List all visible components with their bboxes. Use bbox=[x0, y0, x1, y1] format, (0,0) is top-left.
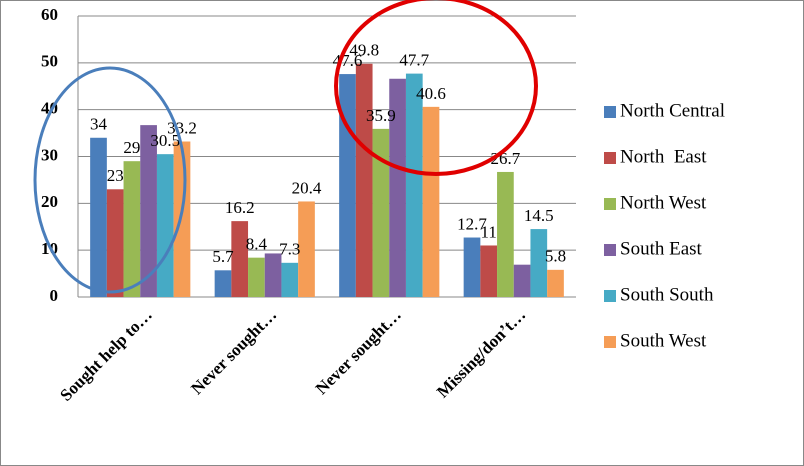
bar bbox=[355, 63, 373, 297]
bar bbox=[248, 257, 265, 297]
data-label: 5.7 bbox=[212, 247, 234, 266]
legend-swatch bbox=[604, 290, 616, 302]
data-label: 16.2 bbox=[225, 198, 255, 217]
y-tick-label: 0 bbox=[50, 286, 59, 305]
legend-label: North Central bbox=[620, 100, 725, 121]
y-tick-label: 20 bbox=[41, 192, 58, 211]
bar bbox=[264, 253, 282, 297]
data-label: 5.8 bbox=[545, 247, 566, 266]
legend-label: North East bbox=[620, 146, 707, 167]
data-label: 12.7 bbox=[457, 214, 487, 233]
bar bbox=[513, 264, 531, 297]
red-circle bbox=[334, 0, 538, 176]
x-tick-label: Missing/don’t… bbox=[433, 305, 529, 401]
legend-swatch bbox=[604, 152, 616, 164]
bar bbox=[214, 270, 232, 297]
bar bbox=[463, 237, 481, 297]
legend-swatch bbox=[604, 336, 616, 348]
data-label: 11 bbox=[481, 222, 497, 241]
bar bbox=[405, 73, 423, 297]
data-label: 7.3 bbox=[279, 240, 300, 259]
legend-swatch bbox=[604, 244, 616, 256]
legend-label: South South bbox=[620, 284, 714, 305]
legend-label: North West bbox=[620, 192, 707, 213]
bar bbox=[106, 189, 124, 297]
bar bbox=[281, 262, 299, 297]
data-label: 49.8 bbox=[349, 41, 379, 60]
legend-label: South West bbox=[620, 330, 707, 351]
legend-swatch bbox=[604, 106, 616, 118]
y-tick-label: 60 bbox=[41, 5, 58, 24]
bar bbox=[339, 74, 356, 297]
data-label: 14.5 bbox=[524, 206, 554, 225]
data-label: 34 bbox=[90, 115, 108, 134]
data-label: 29 bbox=[123, 138, 140, 157]
data-label: 33.2 bbox=[167, 118, 197, 137]
data-label: 8.4 bbox=[246, 235, 268, 254]
bar bbox=[90, 137, 107, 297]
legend-label: South East bbox=[620, 238, 703, 259]
bar bbox=[156, 154, 174, 297]
bar bbox=[173, 141, 191, 297]
data-label: 23 bbox=[107, 166, 124, 185]
bar bbox=[372, 128, 390, 297]
x-tick-label: Never sought… bbox=[187, 305, 280, 398]
y-tick-label: 50 bbox=[41, 52, 58, 71]
data-label: 40.6 bbox=[416, 84, 446, 103]
bar bbox=[140, 125, 157, 297]
legend-swatch bbox=[604, 198, 616, 210]
bar bbox=[547, 269, 564, 297]
bar bbox=[530, 229, 548, 297]
blue-circle bbox=[33, 66, 187, 294]
bar bbox=[298, 201, 315, 297]
y-tick-label: 30 bbox=[41, 145, 58, 164]
bar bbox=[231, 221, 249, 297]
data-label: 20.4 bbox=[292, 178, 322, 197]
x-tick-label: Never sought… bbox=[312, 305, 405, 398]
bar bbox=[422, 106, 440, 298]
data-label: 35.9 bbox=[366, 106, 396, 125]
data-label: 47.7 bbox=[399, 51, 429, 70]
x-tick-label: Sought help to… bbox=[56, 305, 156, 405]
bar bbox=[123, 161, 141, 297]
bar bbox=[480, 245, 498, 297]
data-label: 30.5 bbox=[150, 131, 180, 150]
bar bbox=[389, 78, 406, 297]
bar bbox=[497, 171, 514, 297]
